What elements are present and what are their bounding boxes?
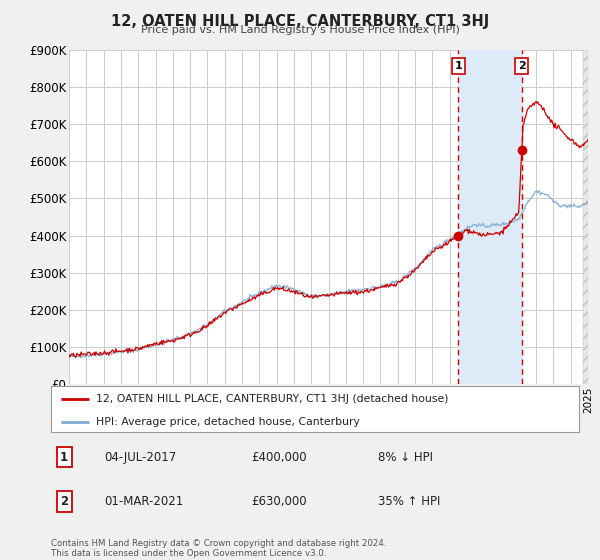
Text: 01-MAR-2021: 01-MAR-2021 bbox=[104, 495, 183, 508]
Text: Price paid vs. HM Land Registry's House Price Index (HPI): Price paid vs. HM Land Registry's House … bbox=[140, 25, 460, 35]
Text: 2: 2 bbox=[60, 495, 68, 508]
Bar bbox=[583, 50, 588, 384]
Text: £630,000: £630,000 bbox=[251, 495, 307, 508]
Text: HPI: Average price, detached house, Canterbury: HPI: Average price, detached house, Cant… bbox=[96, 417, 360, 427]
Text: 04-JUL-2017: 04-JUL-2017 bbox=[104, 451, 176, 464]
Bar bbox=[583, 50, 588, 384]
Text: 2: 2 bbox=[518, 61, 526, 71]
Text: 1: 1 bbox=[454, 61, 462, 71]
Text: 12, OATEN HILL PLACE, CANTERBURY, CT1 3HJ: 12, OATEN HILL PLACE, CANTERBURY, CT1 3H… bbox=[111, 14, 489, 29]
Bar bbox=[458, 50, 522, 384]
Text: 35% ↑ HPI: 35% ↑ HPI bbox=[379, 495, 441, 508]
Text: 12, OATEN HILL PLACE, CANTERBURY, CT1 3HJ (detached house): 12, OATEN HILL PLACE, CANTERBURY, CT1 3H… bbox=[96, 394, 448, 404]
Text: 1: 1 bbox=[60, 451, 68, 464]
Text: This data is licensed under the Open Government Licence v3.0.: This data is licensed under the Open Gov… bbox=[51, 549, 326, 558]
Text: Contains HM Land Registry data © Crown copyright and database right 2024.: Contains HM Land Registry data © Crown c… bbox=[51, 539, 386, 548]
Text: 8% ↓ HPI: 8% ↓ HPI bbox=[379, 451, 433, 464]
Text: £400,000: £400,000 bbox=[251, 451, 307, 464]
